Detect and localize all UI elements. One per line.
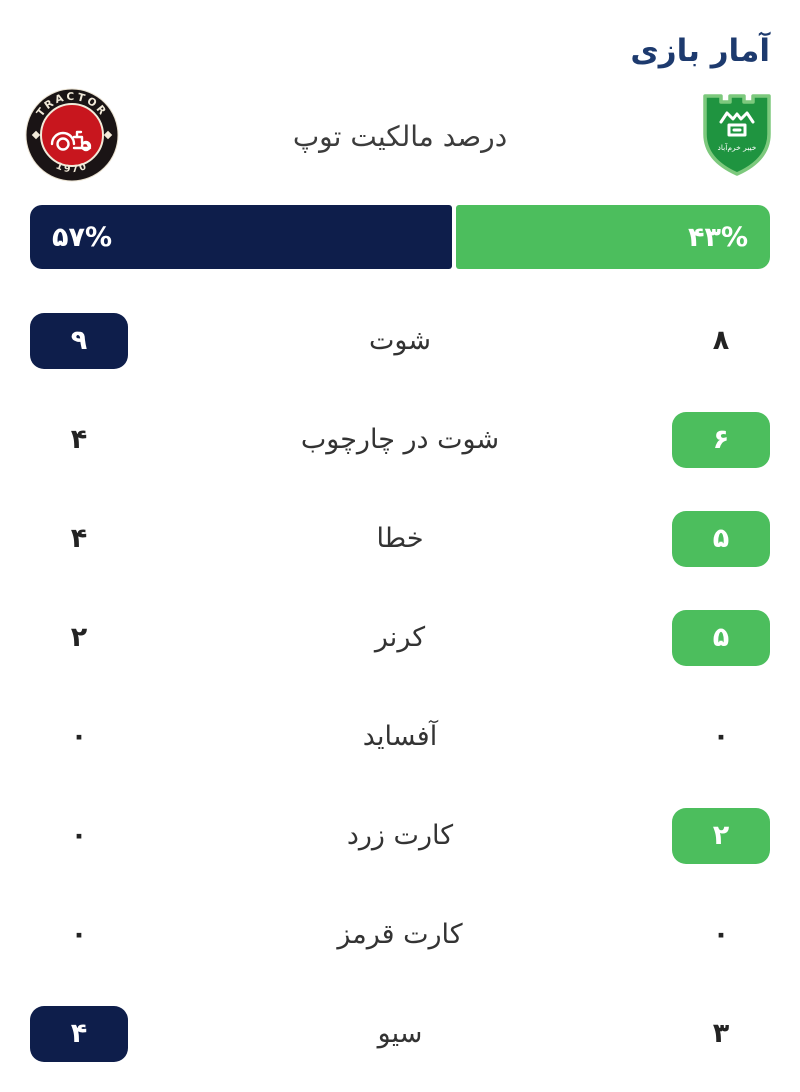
stat-right-badge: ۶ xyxy=(672,411,770,468)
stat-row: ۹ شوت ۸ xyxy=(0,291,800,390)
stat-right-slot: ۸ xyxy=(672,325,770,356)
stat-row: ۲ کرنر ۵ xyxy=(0,588,800,687)
stat-row: ۴ خطا ۵ xyxy=(0,489,800,588)
stat-right-badge: ۵ xyxy=(672,510,770,567)
possession-bar: ۵۷% ۴۳% xyxy=(30,205,770,269)
stat-right-slot: ۲ xyxy=(672,807,770,864)
stat-left-badge: ۹ xyxy=(30,312,128,369)
stat-left-value: ۴ xyxy=(70,523,88,554)
stat-left-slot: ۹ xyxy=(30,312,128,369)
page-title: آمار بازی xyxy=(630,33,770,69)
stat-left-badge: ۴ xyxy=(30,1005,128,1062)
stat-label: شوت xyxy=(369,325,431,356)
stat-row: ۰ آفساید ۰ xyxy=(0,687,800,786)
possession-right-segment: ۴۳% xyxy=(455,205,770,269)
khaibar-emblem xyxy=(719,111,755,137)
stat-left-slot: ۴ xyxy=(30,1005,128,1062)
stats-list: ۹ شوت ۸ ۴ شوت در چارچوب ۶ ۴ خطا ۵ ۲ کرنر… xyxy=(0,291,800,1083)
stat-label: خطا xyxy=(376,523,424,554)
possession-left-value: ۵۷% xyxy=(52,221,113,253)
stat-label: شوت در چارچوب xyxy=(300,424,500,455)
stat-right-value: ۰ xyxy=(712,919,730,950)
stat-row: ۴ شوت در چارچوب ۶ xyxy=(0,390,800,489)
stat-right-value: ۳ xyxy=(712,1018,730,1049)
stat-left-value: ۰ xyxy=(70,721,88,752)
stat-right-slot: ۳ xyxy=(672,1018,770,1049)
stat-right-slot: ۵ xyxy=(672,609,770,666)
stat-label: آفساید xyxy=(362,721,438,752)
stat-label: کارت قرمز xyxy=(337,919,463,950)
stat-right-slot: ۵ xyxy=(672,510,770,567)
header: TRACTOR 1970 خیبر خرم‌آباد درصد مالکیت ت… xyxy=(0,85,800,189)
stat-row: ۰ کارت قرمز ۰ xyxy=(0,885,800,984)
team-logo-tractor: TRACTOR 1970 xyxy=(25,88,119,182)
team-logo-khaibar: خیبر خرم‌آباد xyxy=(703,94,771,176)
stat-left-value: ۲ xyxy=(70,622,88,653)
tractor-icon xyxy=(50,130,92,152)
possession-right-value: ۴۳% xyxy=(687,221,748,253)
stat-left-slot: ۲ xyxy=(30,622,128,653)
khaibar-logo-text: خیبر خرم‌آباد xyxy=(718,142,757,152)
stat-label: کرنر xyxy=(374,622,426,653)
stat-left-slot: ۰ xyxy=(30,721,128,752)
stat-right-slot: ۰ xyxy=(672,721,770,752)
stat-left-slot: ۴ xyxy=(30,523,128,554)
stat-left-value: ۴ xyxy=(70,424,88,455)
possession-left-segment: ۵۷% xyxy=(30,205,452,269)
stat-left-value: ۰ xyxy=(70,919,88,950)
stat-right-badge: ۵ xyxy=(672,609,770,666)
stat-right-value: ۰ xyxy=(712,721,730,752)
stat-row: ۰ کارت زرد ۲ xyxy=(0,786,800,885)
stat-left-slot: ۰ xyxy=(30,820,128,851)
stat-left-value: ۰ xyxy=(70,820,88,851)
stat-row: ۴ سیو ۳ xyxy=(0,984,800,1083)
stat-left-slot: ۰ xyxy=(30,919,128,950)
stat-label: کارت زرد xyxy=(346,820,454,851)
stat-label: سیو xyxy=(377,1018,423,1049)
svg-text:1970: 1970 xyxy=(54,161,90,176)
stat-right-slot: ۶ xyxy=(672,411,770,468)
stat-right-slot: ۰ xyxy=(672,919,770,950)
stat-right-value: ۸ xyxy=(712,325,730,356)
possession-title: درصد مالکیت توپ xyxy=(292,119,508,153)
stat-right-badge: ۲ xyxy=(672,807,770,864)
stat-left-slot: ۴ xyxy=(30,424,128,455)
tractor-logo-year: 1970 xyxy=(54,161,90,176)
